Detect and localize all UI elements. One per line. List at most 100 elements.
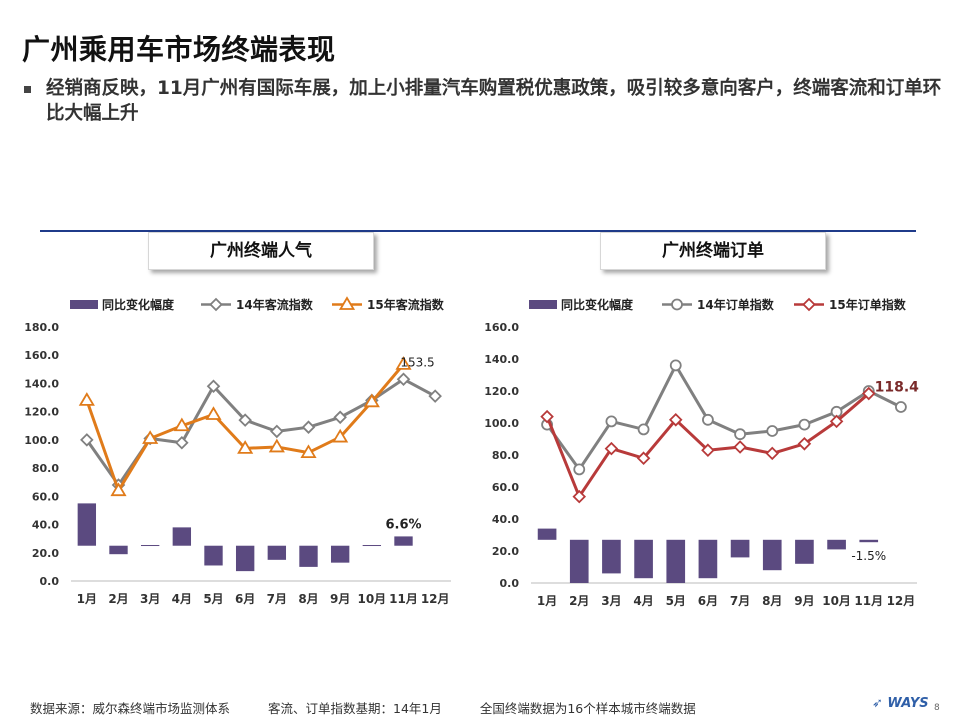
point-series-0 xyxy=(206,379,221,394)
point-series-1 xyxy=(173,417,190,432)
x-tick-label: 12月 xyxy=(421,592,450,606)
x-tick-label: 5月 xyxy=(666,594,686,608)
point-series-1 xyxy=(268,438,285,453)
bar-yoy-change xyxy=(537,528,557,540)
y-tick-label: 180.0 xyxy=(24,321,59,334)
x-tick-label: 12月 xyxy=(887,594,916,608)
bar-yoy-change xyxy=(666,539,686,583)
legend-bar-swatch xyxy=(529,300,557,309)
legend-line-label-2: 15年订单指数 xyxy=(829,297,907,312)
y-tick-label: 40.0 xyxy=(492,513,519,526)
x-tick-label: 3月 xyxy=(140,592,160,606)
y-tick-label: 20.0 xyxy=(492,545,519,558)
y-tick-label: 80.0 xyxy=(32,462,59,475)
y-tick-label: 160.0 xyxy=(484,321,519,334)
point-series-1 xyxy=(861,386,876,401)
data-label: -1.5% xyxy=(851,549,886,563)
page-title: 广州乘用车市场终端表现 xyxy=(22,33,336,66)
page-number: 8 xyxy=(934,703,940,713)
legend-line-label-1: 14年客流指数 xyxy=(236,297,314,312)
legend-marker-1 xyxy=(209,297,223,312)
bar-yoy-change xyxy=(634,539,653,579)
x-tick-label: 4月 xyxy=(172,592,192,606)
x-tick-label: 11月 xyxy=(389,592,418,606)
legend-marker-2 xyxy=(802,297,816,312)
bar-yoy-change xyxy=(698,539,718,579)
point-series-1 xyxy=(332,428,349,443)
y-tick-label: 140.0 xyxy=(24,377,59,390)
x-tick-label: 8月 xyxy=(762,594,782,608)
bar-yoy-change xyxy=(299,545,318,567)
point-series-1 xyxy=(765,446,780,461)
point-series-1 xyxy=(205,406,222,420)
ways-logo: ➶ WAYS xyxy=(872,696,929,711)
point-series-1 xyxy=(604,441,619,456)
x-tick-label: 8月 xyxy=(298,592,318,606)
y-tick-label: 0.0 xyxy=(40,575,60,588)
bar-yoy-change xyxy=(394,536,413,546)
bar-yoy-change xyxy=(140,545,160,547)
point-series-0 xyxy=(80,433,94,447)
point-series-0 xyxy=(669,359,682,372)
bar-yoy-change xyxy=(77,503,97,546)
x-tick-label: 3月 xyxy=(601,594,621,608)
footer-base: 客流、订单指数基期：14年1月 xyxy=(268,701,442,716)
point-series-1 xyxy=(540,409,554,424)
x-tick-label: 1月 xyxy=(77,592,97,606)
bar-yoy-change xyxy=(730,539,750,558)
bar-yoy-change xyxy=(172,527,192,546)
point-series-0 xyxy=(573,463,586,476)
bullet-marker xyxy=(24,86,31,93)
legend-bar-label: 同比变化幅度 xyxy=(561,297,634,312)
bar-yoy-change xyxy=(569,539,589,583)
legend-marker-1 xyxy=(671,298,683,311)
footer: 数据来源：威尔森终端市场监测体系 客流、订单指数基期：14年1月 全国终端数据为… xyxy=(30,698,730,717)
point-series-0 xyxy=(702,413,714,426)
footer-note: 全国终端数据为16个样本城市终端数据 xyxy=(479,701,696,716)
x-tick-label: 11月 xyxy=(854,594,883,608)
right-chart-title: 广州终端订单 xyxy=(600,232,826,270)
point-series-1 xyxy=(110,482,127,497)
series-line-0 xyxy=(85,377,436,487)
bar-yoy-change xyxy=(827,539,846,550)
point-series-0 xyxy=(333,410,347,425)
data-label: 153.5 xyxy=(400,355,434,369)
point-series-1 xyxy=(701,443,715,457)
data-label: 118.4 xyxy=(875,380,920,396)
series-line-1 xyxy=(85,363,405,493)
x-tick-label: 10月 xyxy=(822,594,851,608)
point-series-0 xyxy=(895,401,907,413)
legend-line-label-1: 14年订单指数 xyxy=(697,297,775,312)
x-tick-label: 10月 xyxy=(357,592,386,606)
point-series-1 xyxy=(572,489,587,504)
point-series-0 xyxy=(428,389,442,403)
y-tick-label: 60.0 xyxy=(492,481,519,494)
y-tick-label: 120.0 xyxy=(484,385,519,398)
y-tick-label: 0.0 xyxy=(500,577,520,590)
bar-yoy-change xyxy=(362,545,382,547)
x-tick-label: 2月 xyxy=(108,592,128,606)
legend-marker-2 xyxy=(338,296,356,310)
legend-bar-label: 同比变化幅度 xyxy=(102,297,175,312)
point-series-1 xyxy=(668,413,683,427)
y-tick-label: 120.0 xyxy=(24,406,59,419)
bar-yoy-change xyxy=(109,545,128,555)
series-line-0 xyxy=(545,363,902,471)
x-tick-label: 1月 xyxy=(537,594,557,608)
y-tick-label: 40.0 xyxy=(32,519,59,532)
point-series-1 xyxy=(300,444,317,458)
traffic-chart: 同比变化幅度 14年客流指数 15年客流指数 0.0 20.0 40.0 60.0 80.0 1… xyxy=(24,296,451,606)
x-tick-label: 6月 xyxy=(698,594,718,608)
left-chart-title: 广州终端人气 xyxy=(148,232,374,270)
point-series-1 xyxy=(829,414,844,429)
chart-0-legend: 同比变化幅度 14年客流指数 15年客流指数 xyxy=(70,296,445,312)
y-tick-label: 60.0 xyxy=(32,490,59,503)
point-series-0 xyxy=(270,424,284,439)
y-tick-label: 100.0 xyxy=(24,434,59,447)
logo-text: WAYS xyxy=(887,696,929,711)
summary-text: 经销商反映，11月广州有国际车展，加上小排量汽车购置税优惠政策，吸引较多意向客户… xyxy=(46,78,942,124)
summary-bullet: 经销商反映，11月广州有国际车展，加上小排量汽车购置税优惠政策，吸引较多意向客户… xyxy=(24,76,944,126)
footer-source: 数据来源：威尔森终端市场监测体系 xyxy=(30,701,231,716)
legend-bar-swatch xyxy=(70,300,98,309)
point-series-1 xyxy=(395,356,412,370)
